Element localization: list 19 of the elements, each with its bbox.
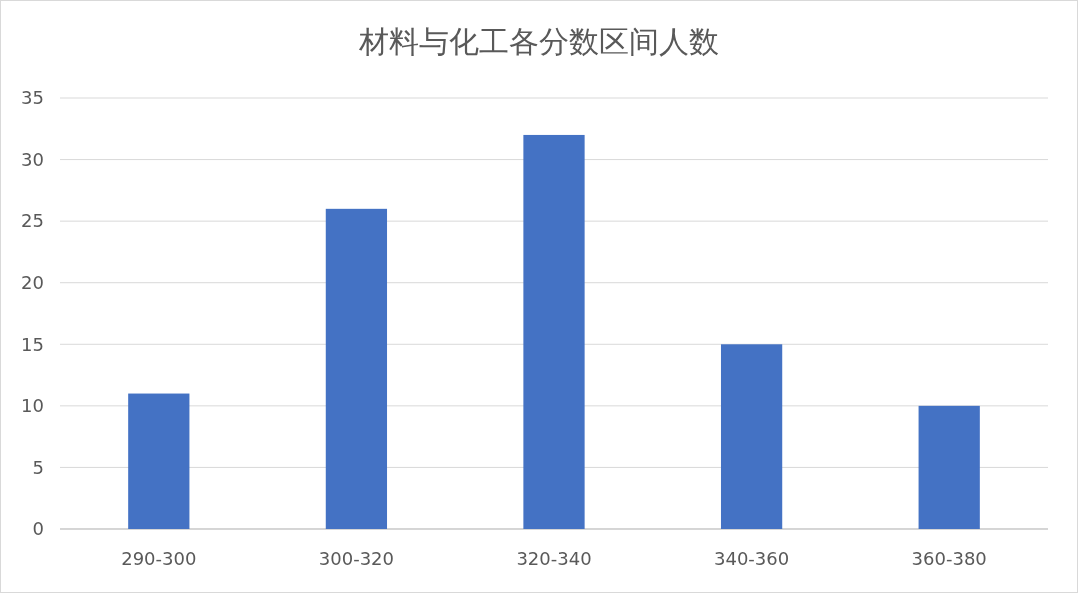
x-tick-label: 290-300 <box>121 548 197 569</box>
y-tick-label: 35 <box>21 87 44 109</box>
y-tick-label: 15 <box>21 333 44 355</box>
bar <box>128 393 190 529</box>
y-tick-label: 30 <box>21 148 44 170</box>
y-tick-label: 10 <box>21 395 44 417</box>
y-tick-label: 0 <box>32 518 44 540</box>
y-tick-label: 20 <box>21 272 44 294</box>
bar <box>523 134 585 529</box>
chart-title: 材料与化工各分数区间人数 <box>358 24 719 59</box>
bar <box>918 405 980 529</box>
x-tick-label: 320-340 <box>516 548 592 569</box>
bar <box>720 344 783 529</box>
x-tick-label: 300-320 <box>318 548 395 569</box>
x-tick-label: 340-360 <box>713 548 790 569</box>
y-tick-label: 5 <box>32 456 44 478</box>
x-tick-label: 360-380 <box>911 548 987 569</box>
y-tick-label: 25 <box>21 210 44 232</box>
bar <box>325 208 388 529</box>
